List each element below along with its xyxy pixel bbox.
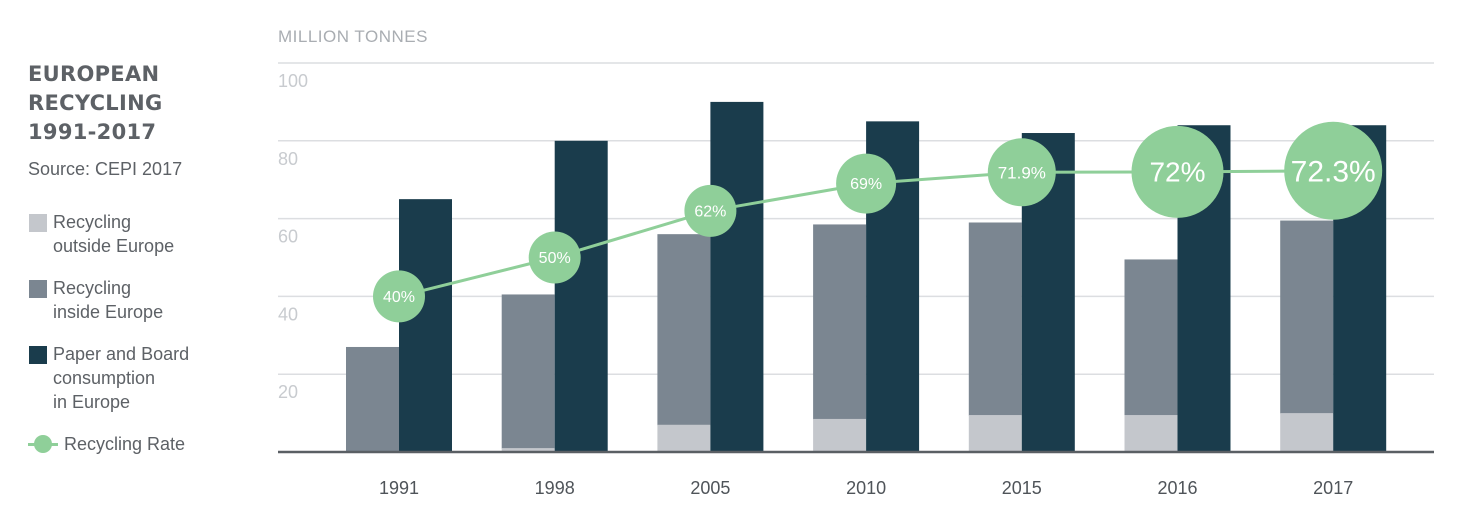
x-tick-label: 1991 (379, 478, 419, 498)
recycling-rate-line: 40% 50% 62% 69% 71.9% 72% 72.3% (373, 121, 1383, 323)
legend: Recycling outside Europe Recycling insid… (28, 210, 258, 456)
x-tick-label: 1998 (535, 478, 575, 498)
bar-recycling-outside-europe (968, 415, 1022, 452)
legend-label: in Europe (53, 392, 131, 412)
y-tick-label: 60 (278, 227, 298, 247)
recycling-rate-point (836, 153, 897, 214)
legend-dot-marker (34, 435, 52, 453)
legend-label: Recycling (53, 212, 132, 232)
x-tick-label: 2010 (846, 478, 886, 498)
legend-label: inside Europe (53, 302, 164, 322)
recycling-rate-point (528, 231, 581, 284)
x-tick-label: 2015 (1002, 478, 1042, 498)
recycling-rate-label: 69% (850, 176, 882, 193)
legend-label: Recycling (53, 278, 132, 298)
legend-label: Recycling Rate (64, 434, 186, 454)
x-tick-label: 2005 (690, 478, 730, 498)
recycling-rate-point (1131, 125, 1224, 218)
bar-recycling-outside-europe (813, 418, 867, 452)
title-line: RECYCLING (28, 91, 163, 115)
recycling-rate-label: 72% (1149, 157, 1205, 188)
y-tick-label: 80 (278, 149, 298, 169)
bar-recycling-outside-europe (1124, 415, 1178, 452)
source-note: Source: CEPI 2017 (28, 159, 183, 179)
x-tick-labels: 1991 1998 2005 2010 2015 2016 2017 (379, 478, 1353, 498)
bar-recycling-outside-europe (1280, 413, 1334, 452)
y-axis-title: MILLION TONNES (278, 27, 428, 46)
legend-swatch (29, 214, 47, 232)
bar-recycling-inside-europe (1124, 259, 1178, 416)
legend-item-recycling-outside-europe: Recycling outside Europe (28, 210, 258, 258)
x-tick-label: 2017 (1313, 478, 1353, 498)
legend-label: outside Europe (53, 236, 175, 256)
legend-item-recycling-inside-europe: Recycling inside Europe (28, 276, 258, 324)
legend-item-consumption: Paper and Board consumption in Europe (28, 342, 258, 414)
legend-item-recycling-rate: Recycling Rate (28, 432, 258, 456)
legend-label: consumption (53, 368, 156, 388)
recycling-rate-point (373, 270, 425, 323)
title-line: EUROPEAN (28, 62, 160, 86)
bar-recycling-inside-europe (1280, 220, 1334, 414)
x-tick-label: 2016 (1157, 478, 1197, 498)
y-tick-label: 100 (278, 71, 308, 91)
bar-recycling-inside-europe (657, 234, 711, 426)
recycling-rate-label: 40% (383, 289, 415, 306)
bar-paper-board-consumption (710, 101, 764, 453)
bar-recycling-outside-europe (501, 448, 555, 452)
recycling-rate-label: 62% (694, 203, 726, 220)
bar-recycling-inside-europe (968, 222, 1022, 416)
sidebar: EUROPEAN RECYCLING 1991-2017 Source: CEP… (28, 60, 258, 474)
bar-paper-board-consumption (554, 140, 608, 453)
bar-recycling-outside-europe (657, 424, 711, 452)
y-tick-label: 40 (278, 304, 298, 324)
bar-recycling-inside-europe (501, 294, 555, 449)
recycling-rate-point (987, 138, 1056, 207)
recycling-rate-label: 50% (539, 250, 571, 267)
y-tick-labels: 20 40 60 80 100 (278, 71, 308, 402)
bar-paper-board-consumption (399, 199, 452, 452)
bars (346, 101, 1387, 453)
recycling-rate-point (1284, 121, 1383, 220)
legend-swatch (29, 280, 47, 298)
legend-swatch (29, 346, 47, 364)
recycling-rate-label: 71.9% (998, 163, 1046, 182)
recycling-rate-point (684, 184, 737, 237)
chart-title: EUROPEAN RECYCLING 1991-2017 (28, 60, 258, 147)
recycling-rate-label: 72.3% (1291, 155, 1376, 188)
bar-recycling-inside-europe (346, 346, 399, 453)
y-tick-label: 20 (278, 382, 298, 402)
bar-recycling-inside-europe (813, 224, 867, 420)
legend-label: Paper and Board (53, 344, 190, 364)
title-line: 1991-2017 (28, 120, 157, 144)
